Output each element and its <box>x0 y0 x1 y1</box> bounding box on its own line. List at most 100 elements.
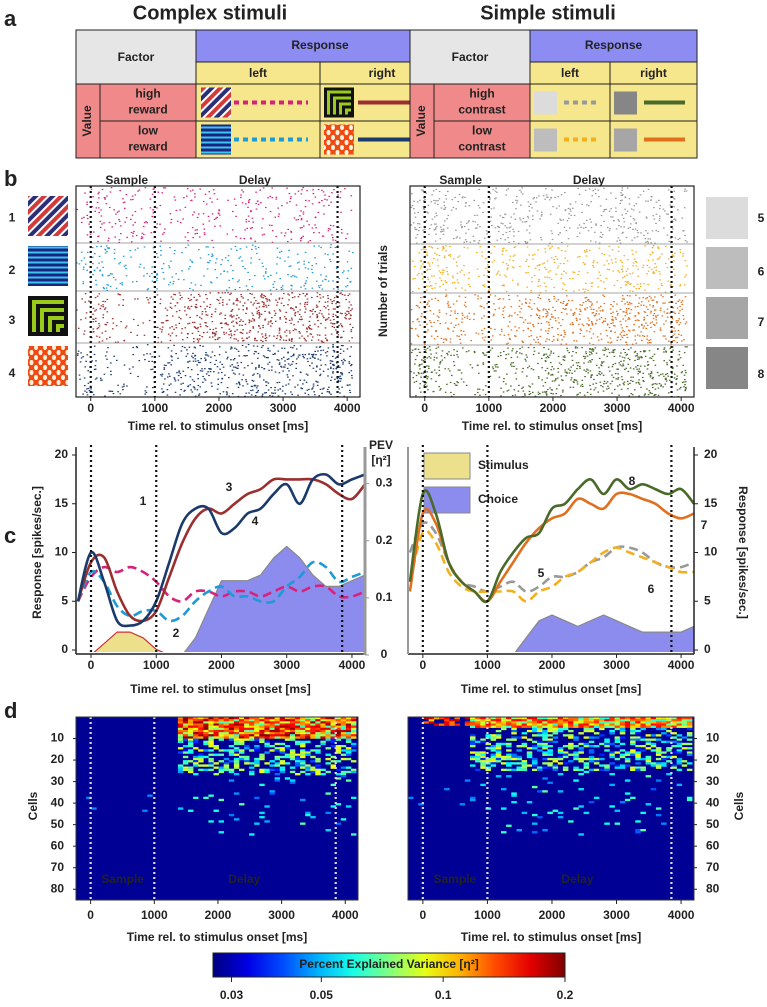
raster-dot <box>86 354 89 356</box>
raster-dot <box>579 392 581 394</box>
raster-dot <box>348 301 351 303</box>
table-cell <box>99 120 197 159</box>
raster-dot <box>676 321 678 324</box>
raster-dot <box>107 240 109 242</box>
heatmap-cell <box>330 734 336 737</box>
raster-dot <box>645 306 648 308</box>
raster-dot <box>141 237 144 239</box>
raster-dot <box>265 381 268 383</box>
raster-dot <box>423 384 426 387</box>
heatmap-cell <box>239 723 245 726</box>
raster-dot <box>423 208 425 210</box>
heatmap-cell <box>249 738 255 741</box>
raster-dot <box>600 214 603 217</box>
raster-dot <box>290 307 292 310</box>
raster-dot <box>453 258 455 260</box>
raster-dot <box>683 386 685 388</box>
raster-dot <box>579 232 581 234</box>
heatmap-cell <box>289 736 296 739</box>
raster-dot <box>344 312 347 314</box>
raster-dot <box>608 263 610 265</box>
raster-dot <box>649 391 651 394</box>
raster-dot <box>500 328 503 330</box>
raster-dot <box>646 388 648 390</box>
raster-dot <box>420 261 422 263</box>
raster-dot <box>572 314 574 316</box>
raster-dot <box>80 260 83 262</box>
heatmap-cell <box>264 805 270 808</box>
raster-dot <box>103 222 105 224</box>
heatmap-cell <box>244 732 250 735</box>
heatmap-cell <box>208 729 214 733</box>
raster-dot <box>684 384 686 386</box>
raster-dot <box>587 369 589 371</box>
condition-number: 1 <box>9 211 16 225</box>
raster-dot <box>157 191 160 193</box>
raster-dot <box>220 382 223 384</box>
raster-dot <box>526 259 528 261</box>
raster-dot <box>202 200 205 203</box>
raster-dot <box>278 251 281 253</box>
raster-dot <box>419 383 421 385</box>
raster-dot <box>609 337 612 339</box>
raster-dot <box>659 273 661 275</box>
raster-dot <box>547 372 550 374</box>
raster-dot <box>512 260 515 262</box>
raster-dot <box>321 341 324 343</box>
raster-dot <box>198 393 201 395</box>
raster-dot <box>445 289 447 291</box>
raster-dot <box>104 301 107 303</box>
raster-dot <box>469 241 472 243</box>
heatmap-cell <box>340 721 347 724</box>
raster-dot <box>651 378 654 380</box>
raster-dot <box>324 194 326 196</box>
raster-dot <box>559 218 561 220</box>
raster-dot <box>464 225 466 228</box>
raster-dot <box>315 354 317 356</box>
raster-dot <box>564 332 566 334</box>
raster-dot <box>430 224 433 226</box>
raster-dot <box>465 241 468 243</box>
raster-dot <box>632 218 635 220</box>
raster-dot <box>328 386 330 388</box>
raster-dot <box>210 356 212 358</box>
raster-dot <box>295 348 298 350</box>
heatmap-cell <box>320 723 326 726</box>
raster-dot <box>352 252 354 254</box>
raster-dot <box>611 249 614 251</box>
raster-dot <box>207 254 210 256</box>
raster-dot <box>681 303 683 305</box>
raster-dot <box>319 294 321 296</box>
raster-dot <box>426 378 428 380</box>
raster-dot <box>553 339 555 341</box>
raster-dot <box>335 303 337 305</box>
raster-dot <box>495 187 497 189</box>
raster-dot <box>312 308 314 310</box>
raster-dot <box>655 322 658 324</box>
raster-dot <box>319 374 321 377</box>
raster-dot <box>251 248 253 251</box>
heatmap-cell <box>295 773 301 776</box>
raster-dot <box>651 230 654 232</box>
raster-dot <box>350 209 353 211</box>
raster-dot <box>329 319 332 321</box>
raster-dot <box>348 250 351 252</box>
raster-dot <box>130 231 133 234</box>
raster-dot <box>170 350 173 352</box>
raster-dot <box>636 229 639 232</box>
raster-dot <box>571 355 573 357</box>
raster-dot <box>272 286 275 288</box>
raster-dot <box>655 213 658 215</box>
raster-dot <box>152 212 155 214</box>
raster-dot <box>419 387 421 389</box>
raster-dot <box>540 236 542 239</box>
raster-dot <box>513 235 515 237</box>
raster-dot <box>156 294 159 296</box>
heatmap-cell <box>208 717 214 720</box>
raster-dot <box>679 285 681 287</box>
raster-dot <box>620 352 622 354</box>
raster-dot <box>595 352 598 354</box>
raster-dot <box>658 258 660 260</box>
raster-dot <box>624 196 627 199</box>
raster-dot <box>660 329 662 331</box>
